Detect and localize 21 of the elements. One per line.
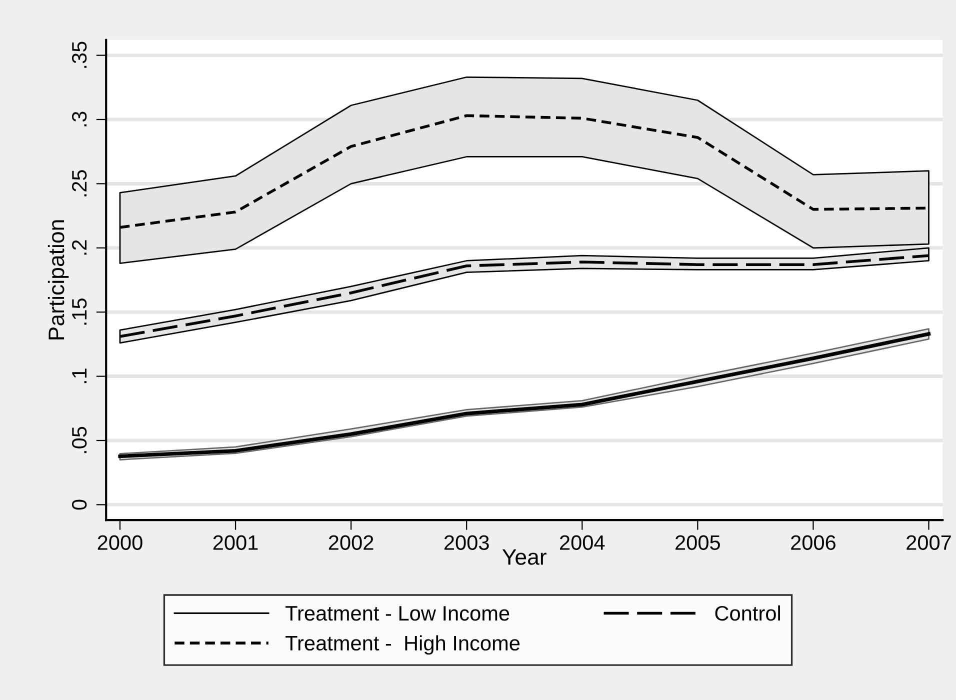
x-tick-label: 2004 bbox=[560, 535, 605, 550]
y-tick-label: .15 bbox=[72, 298, 87, 325]
legend-label: Control bbox=[715, 605, 780, 621]
y-tick-label: 0 bbox=[72, 500, 87, 510]
y-tick-label: .1 bbox=[72, 368, 87, 384]
x-tick-label: 2006 bbox=[791, 535, 836, 550]
x-tick-label: 2000 bbox=[98, 535, 142, 550]
x-tick-label: 2007 bbox=[906, 535, 951, 550]
x-axis-title: Year bbox=[502, 549, 546, 565]
y-tick-label: .25 bbox=[72, 170, 87, 196]
x-tick-label: 2003 bbox=[444, 535, 489, 550]
x-tick-label: 2001 bbox=[213, 535, 258, 550]
x-tick-label: 2002 bbox=[328, 535, 374, 550]
x-tick-label: 2005 bbox=[676, 535, 720, 550]
legend-label: Treatment - Low Income bbox=[286, 606, 510, 621]
y-tick-label: .05 bbox=[72, 426, 87, 454]
y-tick-label: .2 bbox=[72, 240, 87, 255]
y-axis-title: Participation bbox=[48, 220, 69, 340]
y-tick-label: .35 bbox=[72, 42, 87, 68]
legend-label: Treatment - High Income bbox=[286, 635, 520, 655]
y-tick-label: .3 bbox=[72, 112, 87, 126]
